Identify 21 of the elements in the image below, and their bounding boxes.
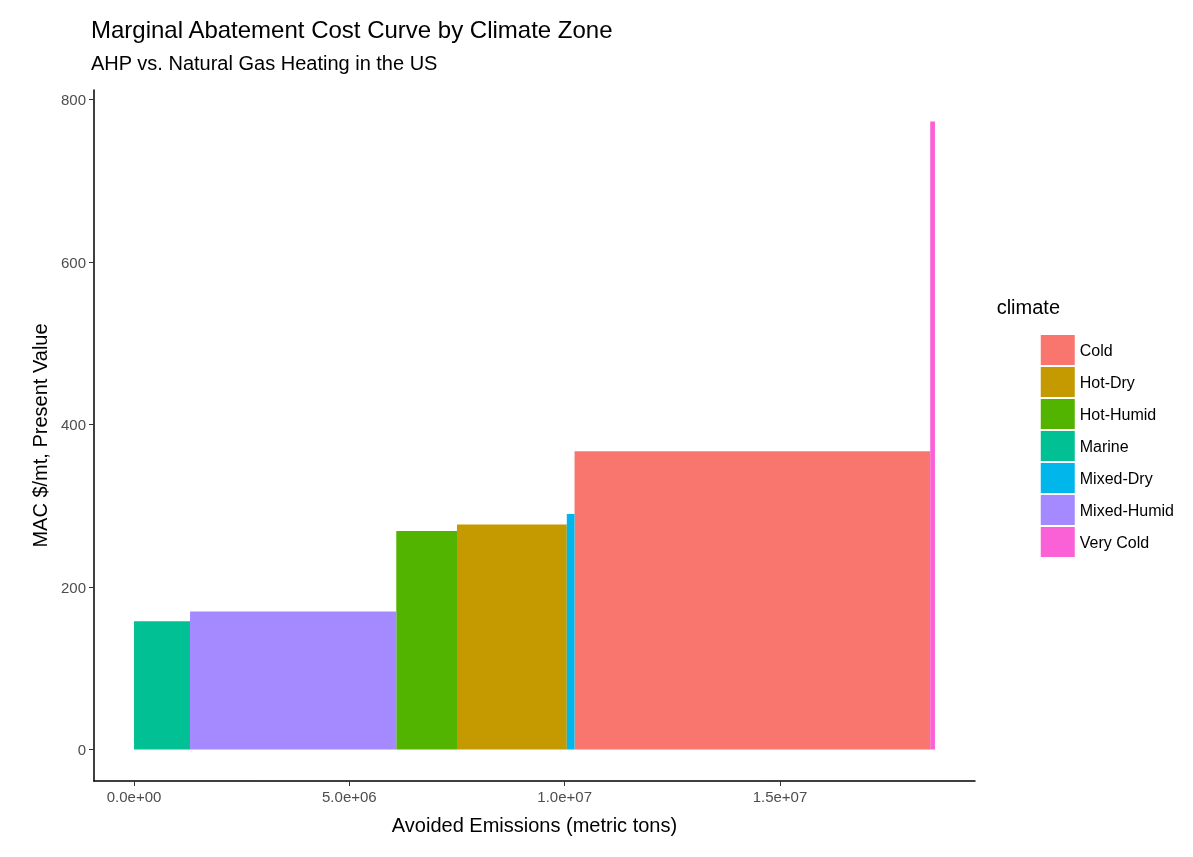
x-tick-label: 1.0e+07 [537, 788, 592, 805]
legend-label: Cold [1079, 341, 1113, 359]
legend-label: Marine [1079, 437, 1129, 455]
y-tick-label: 600 [60, 253, 86, 271]
chart-title: Marginal Abatement Cost Curve by Climate Zone [91, 15, 613, 43]
legend-label: Mixed-Humid [1079, 501, 1175, 519]
y-tick-label: 200 [60, 578, 86, 596]
x-tick-label: 5.0e+06 [322, 788, 377, 805]
y-tick-label: 0 [77, 741, 86, 759]
chart-subtitle: AHP vs. Natural Gas Heating in the US [91, 52, 438, 74]
legend-label: Mixed-Dry [1079, 469, 1153, 487]
x-axis-title: Avoided Emissions (metric tons) [391, 814, 678, 836]
legend-label: Hot-Humid [1079, 405, 1157, 423]
legend-label: Very Cold [1079, 533, 1150, 551]
legend-label: Hot-Dry [1079, 373, 1135, 391]
y-axis-title: MAC $/mt, Present Value [29, 323, 51, 548]
y-tick-label: 800 [60, 91, 86, 109]
x-tick-label: 0.0e+00 [106, 788, 162, 805]
y-tick-label: 400 [60, 416, 86, 434]
legend-title: climate [996, 296, 1061, 318]
x-tick-label: 1.5e+07 [752, 788, 808, 805]
